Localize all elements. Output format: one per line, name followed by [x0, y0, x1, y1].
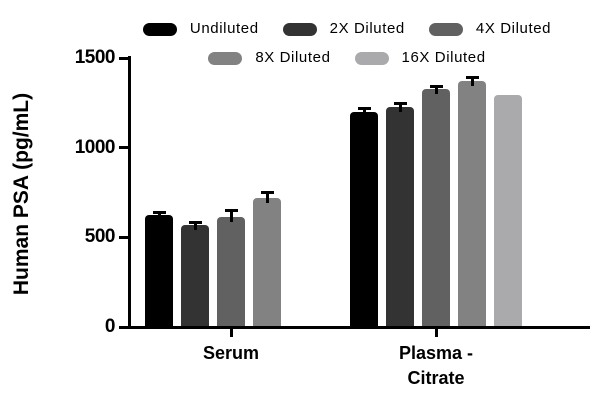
- y-axis-tick: [119, 325, 129, 329]
- y-axis-tick: [119, 235, 129, 239]
- error-bar-cap: [465, 75, 479, 79]
- bar-8x-diluted-serum: [253, 197, 281, 329]
- bar-undiluted-serum: [145, 214, 173, 329]
- y-axis-tick: [119, 146, 129, 150]
- error-bar-stem: [229, 210, 233, 222]
- legend-swatch-16x-diluted: [354, 51, 389, 65]
- legend-item-2x-diluted: 2X Diluted: [282, 20, 405, 38]
- error-bar-stem: [470, 77, 474, 87]
- legend-row: Undiluted 2X Diluted 4X Diluted: [130, 20, 564, 38]
- error-bar-cap: [260, 190, 274, 194]
- legend-row: 8X Diluted 16X Diluted: [130, 49, 564, 67]
- y-axis-title: Human PSA (pg/mL): [10, 92, 33, 296]
- x-axis-tick: [434, 329, 438, 337]
- error-bar-cap: [152, 211, 166, 215]
- legend-swatch-8x-diluted: [208, 51, 243, 65]
- x-category-label-line: Plasma -: [398, 343, 474, 363]
- y-axis-tick: [119, 56, 129, 60]
- bar-2x-diluted-serum: [181, 224, 209, 329]
- legend-swatch-undiluted: [142, 22, 177, 36]
- legend-label: 4X Diluted: [475, 20, 552, 37]
- y-tick-label: 500: [84, 226, 116, 248]
- bar-undiluted-plasma-citrate: [350, 111, 378, 329]
- y-axis-spine: [128, 56, 131, 329]
- x-axis-tick: [229, 329, 233, 337]
- error-bar-cap: [393, 102, 407, 106]
- error-bar-cap: [429, 84, 443, 88]
- x-category-label-plasma-citrate: Plasma - Citrate: [346, 341, 526, 391]
- x-category-label-line: Serum: [202, 343, 260, 363]
- legend-label: 8X Diluted: [255, 49, 331, 66]
- error-bar-stem: [157, 212, 161, 220]
- chart-legend: Undiluted 2X Diluted 4X Diluted 8X Diluted 1…: [130, 20, 564, 67]
- x-axis-line: [128, 326, 590, 329]
- y-tick-label: 0: [104, 316, 116, 337]
- error-bar-stem: [265, 192, 269, 203]
- error-bar-stem: [434, 86, 438, 95]
- legend-label: Undiluted: [189, 20, 259, 37]
- error-bar-stem: [398, 103, 402, 113]
- y-tick-label: 1000: [74, 136, 116, 158]
- legend-label: 2X Diluted: [329, 20, 405, 37]
- x-category-label-serum: Serum: [141, 341, 321, 366]
- error-bar-cap: [224, 208, 238, 212]
- error-bar-stem: [362, 108, 366, 117]
- legend-swatch-4x-diluted: [428, 22, 463, 36]
- bar-4x-diluted-serum: [217, 216, 245, 329]
- error-bar-cap: [188, 221, 202, 225]
- legend-label: 16X Diluted: [401, 49, 486, 66]
- bar-16x-diluted-plasma-citrate: [494, 94, 522, 329]
- legend-item-4x-diluted: 4X Diluted: [428, 20, 552, 38]
- legend-swatch-2x-diluted: [282, 22, 317, 36]
- legend-item-16x-diluted: 16X Diluted: [354, 49, 486, 67]
- bar-8x-diluted-plasma-citrate: [458, 81, 486, 329]
- x-category-label-line: Citrate: [407, 368, 465, 388]
- error-bar-stem: [193, 222, 197, 230]
- error-bar-cap: [357, 107, 371, 111]
- bar-4x-diluted-plasma-citrate: [422, 89, 450, 329]
- legend-item-undiluted: Undiluted: [142, 20, 259, 38]
- bar-2x-diluted-plasma-citrate: [386, 107, 414, 329]
- legend-item-8x-diluted: 8X Diluted: [208, 49, 330, 67]
- y-tick-label: 1500: [74, 47, 116, 68]
